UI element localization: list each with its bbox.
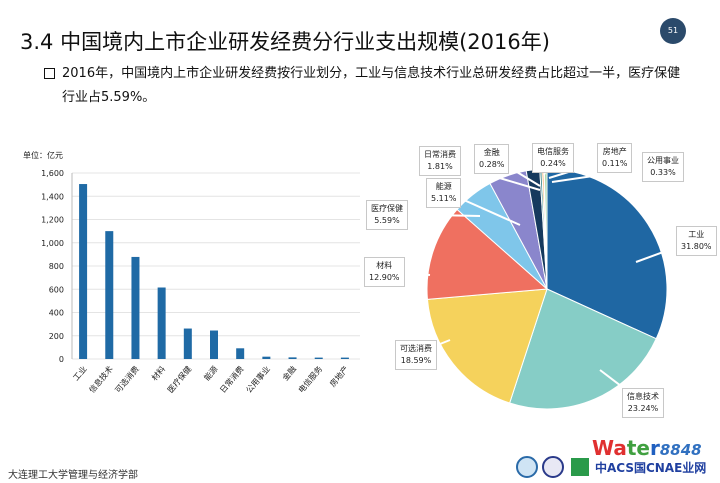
pie-label: 信息技术 23.24%	[622, 388, 664, 418]
pie-label-name: 材料	[376, 261, 393, 270]
pie-label-name: 可选消费	[400, 344, 432, 353]
y-tick-label: 0	[59, 355, 64, 364]
pie-label: 可选消费 18.59%	[395, 340, 437, 370]
bar-医疗保健	[183, 328, 192, 359]
pie-label-value: 31.80%	[681, 242, 712, 251]
bar-信息技术	[105, 231, 114, 359]
pie-label-value: 23.24%	[627, 404, 659, 413]
pie-label-name: 公用事业	[647, 156, 679, 165]
pie-label-name: 房地产	[602, 147, 627, 156]
y-tick-label: 200	[49, 332, 64, 341]
pie-label-value: 5.59%	[374, 216, 400, 225]
pie-label-name: 电信服务	[537, 147, 569, 156]
footer-text: 大连理工大学管理与经济学部	[8, 470, 138, 481]
pie-label: 公用事业 0.33%	[642, 152, 684, 182]
y-tick-label: 400	[49, 309, 64, 318]
bar-电信服务	[314, 357, 323, 359]
bar-工业	[79, 184, 88, 359]
y-tick-label: 1,600	[41, 169, 64, 178]
pie-slice-材料	[426, 208, 549, 300]
pie-label-name: 信息技术	[627, 392, 659, 401]
y-tick-label: 800	[49, 262, 64, 271]
pie-label-name: 日常消费	[424, 150, 456, 159]
slide-title: 3.4 中国境内上市企业研发经费分行业支出规模(2016年)	[20, 30, 550, 54]
pie-label-name: 能源	[435, 182, 452, 191]
pie-label-value: 18.59%	[400, 356, 432, 365]
pie-label-value: 0.24%	[540, 159, 566, 168]
pie-label: 医疗保健 5.59%	[366, 200, 408, 230]
y-tick-label: 1,200	[41, 216, 64, 225]
pie-label-value: 1.81%	[427, 162, 453, 171]
pie-label: 金融 0.28%	[474, 144, 510, 174]
y-tick-label: 1,000	[41, 239, 64, 248]
watermark-logo: Water8848	[592, 436, 702, 460]
svg-text:中ACS国CNAE业网: 中ACS国CNAE业网	[595, 460, 706, 475]
pie-label: 电信服务 0.24%	[532, 143, 574, 173]
pie-slice-信息技术	[509, 288, 657, 410]
bar-公用事业	[262, 356, 271, 359]
bar-可选消费	[131, 256, 140, 359]
partner-logos: 中ACS国CNAE业网	[516, 456, 706, 478]
bar-金融	[288, 357, 297, 359]
pie-label-value: 0.11%	[602, 159, 628, 168]
pie-label: 日常消费 1.81%	[419, 146, 461, 176]
pie-label-value: 0.33%	[650, 168, 676, 177]
pie-slice-可选消费	[426, 288, 548, 404]
bar-日常消费	[236, 348, 245, 359]
pie-label-value: 12.90%	[369, 273, 400, 282]
bar-能源	[210, 330, 218, 359]
y-tick-label: 1,400	[41, 192, 64, 201]
bar-chart: 02004006008001,0001,2001,4001,600工业信息技术可…	[41, 169, 360, 395]
page-number: 51	[660, 18, 686, 44]
pie-label-name: 工业	[688, 230, 705, 239]
pie-label-name: 医疗保健	[371, 204, 403, 213]
bullet-icon	[44, 68, 55, 79]
bar-unit-label: 单位：亿元	[23, 151, 63, 160]
pie-label: 能源 5.11%	[426, 178, 462, 208]
pie-label: 工业 31.80%	[676, 226, 717, 256]
pie-label: 材料 12.90%	[364, 257, 405, 287]
bar-材料	[157, 287, 166, 359]
pie-slice-工业	[546, 168, 668, 340]
bullet-text: 2016年，中国境内上市企业研发经费按行业划分，工业与信息技术行业总研发经费占比…	[62, 66, 681, 105]
y-tick-label: 600	[49, 285, 64, 294]
pie-label-name: 金融	[483, 148, 500, 157]
pie-label-value: 5.11%	[431, 194, 457, 203]
pie-label-value: 0.28%	[479, 160, 505, 169]
bar-房地产	[340, 357, 349, 359]
pie-label: 房地产 0.11%	[597, 143, 633, 173]
